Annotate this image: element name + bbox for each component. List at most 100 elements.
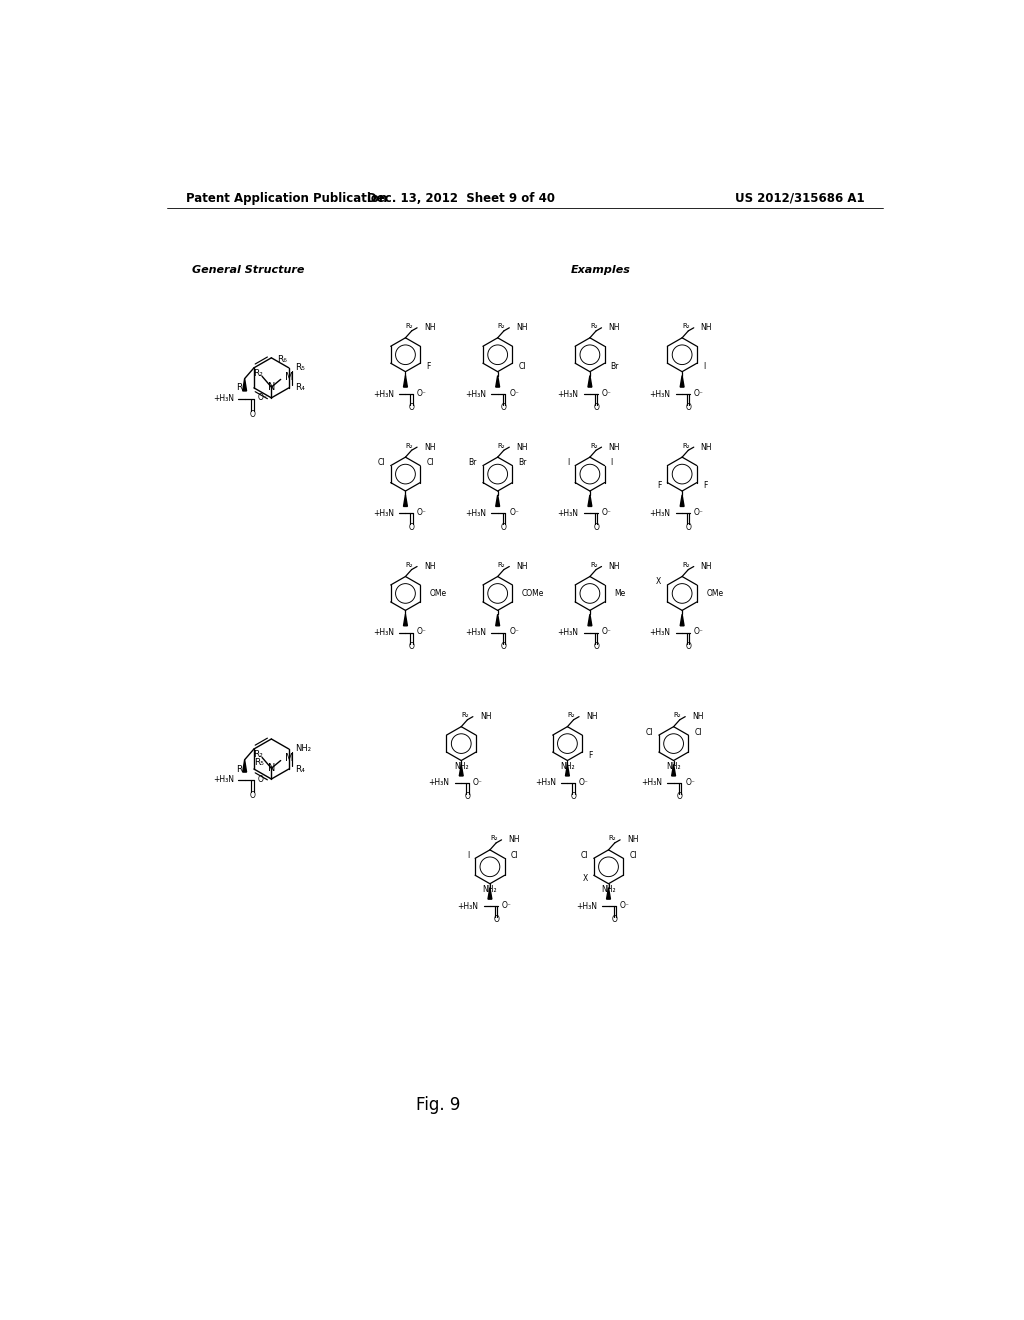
Text: R₂: R₂ [498, 562, 506, 568]
Text: NH: NH [608, 562, 620, 572]
Text: NH₂: NH₂ [454, 762, 469, 771]
Text: NH₂: NH₂ [601, 886, 615, 895]
Text: NH: NH [608, 323, 620, 333]
Text: N: N [267, 763, 275, 774]
Text: R₂: R₂ [682, 323, 690, 329]
Polygon shape [488, 887, 492, 899]
Text: +H₃N: +H₃N [373, 389, 394, 399]
Text: O⁻: O⁻ [579, 777, 589, 787]
Polygon shape [565, 764, 569, 776]
Text: O: O [501, 642, 507, 651]
Text: Dec. 13, 2012  Sheet 9 of 40: Dec. 13, 2012 Sheet 9 of 40 [368, 191, 555, 205]
Polygon shape [606, 887, 610, 899]
Text: R₅: R₅ [254, 759, 264, 767]
Text: R₂: R₂ [498, 442, 506, 449]
Text: O⁻: O⁻ [473, 777, 482, 787]
Text: R₂: R₂ [608, 836, 616, 841]
Text: +H₃N: +H₃N [213, 775, 233, 784]
Text: O: O [494, 916, 499, 924]
Text: R₅: R₅ [295, 363, 305, 372]
Text: Br: Br [610, 362, 620, 371]
Text: NH: NH [516, 562, 527, 572]
Text: R₄: R₄ [295, 383, 305, 392]
Polygon shape [496, 495, 500, 507]
Text: Examples: Examples [570, 265, 631, 275]
Text: NH: NH [509, 836, 520, 845]
Text: +H₃N: +H₃N [557, 389, 579, 399]
Text: R₂: R₂ [253, 750, 263, 759]
Text: F: F [426, 362, 431, 371]
Polygon shape [403, 376, 408, 387]
Polygon shape [588, 614, 592, 626]
Polygon shape [680, 376, 684, 387]
Text: +H₃N: +H₃N [465, 510, 486, 517]
Text: Cl: Cl [426, 458, 434, 467]
Text: NH: NH [700, 442, 713, 451]
Polygon shape [243, 379, 247, 391]
Text: COMe: COMe [521, 589, 544, 598]
Text: O⁻: O⁻ [693, 627, 703, 636]
Text: O: O [465, 792, 470, 801]
Text: O⁻: O⁻ [601, 389, 611, 397]
Text: NH: NH [480, 713, 492, 721]
Text: O⁻: O⁻ [509, 508, 519, 517]
Text: F: F [588, 751, 593, 759]
Text: O⁻: O⁻ [693, 508, 703, 517]
Text: +H₃N: +H₃N [535, 779, 556, 787]
Text: R₂: R₂ [674, 711, 681, 718]
Text: R₂: R₂ [406, 562, 413, 568]
Text: R₂: R₂ [682, 562, 690, 568]
Text: +H₃N: +H₃N [429, 779, 450, 787]
Text: +H₃N: +H₃N [458, 902, 478, 911]
Text: O: O [250, 791, 255, 800]
Polygon shape [243, 760, 247, 772]
Polygon shape [496, 614, 500, 626]
Text: Patent Application Publication: Patent Application Publication [186, 191, 387, 205]
Text: R₂: R₂ [406, 442, 413, 449]
Text: NH: NH [424, 562, 435, 572]
Text: O⁻: O⁻ [509, 389, 519, 397]
Text: F: F [657, 482, 662, 490]
Text: I: I [567, 458, 569, 467]
Text: NH: NH [608, 442, 620, 451]
Text: +H₃N: +H₃N [575, 902, 597, 911]
Text: O: O [685, 404, 691, 412]
Text: NH: NH [424, 442, 435, 451]
Text: +H₃N: +H₃N [373, 510, 394, 517]
Text: Cl: Cl [511, 851, 518, 859]
Text: O⁻: O⁻ [693, 389, 703, 397]
Polygon shape [403, 614, 408, 626]
Text: O: O [685, 642, 691, 651]
Text: I: I [702, 362, 706, 371]
Text: O⁻: O⁻ [685, 777, 695, 787]
Polygon shape [680, 614, 684, 626]
Text: O⁻: O⁻ [502, 900, 511, 909]
Text: I: I [467, 851, 469, 859]
Text: R₂: R₂ [498, 323, 506, 329]
Text: R₆: R₆ [278, 355, 288, 364]
Text: R₂: R₂ [490, 836, 498, 841]
Text: +H₃N: +H₃N [557, 628, 579, 638]
Text: +H₃N: +H₃N [649, 628, 671, 638]
Text: +H₃N: +H₃N [465, 628, 486, 638]
Text: NH₂: NH₂ [482, 886, 498, 895]
Polygon shape [403, 495, 408, 507]
Text: M: M [286, 372, 294, 381]
Text: O: O [677, 792, 683, 801]
Text: +H₃N: +H₃N [649, 510, 671, 517]
Text: O⁻: O⁻ [258, 775, 267, 784]
Text: O: O [501, 523, 507, 532]
Text: Br: Br [469, 458, 477, 467]
Text: Cl: Cl [645, 727, 652, 737]
Text: NH: NH [700, 562, 713, 572]
Text: M: M [286, 754, 294, 763]
Text: Cl: Cl [694, 727, 701, 737]
Text: O: O [593, 404, 599, 412]
Text: Cl: Cl [581, 851, 588, 859]
Text: NH: NH [586, 713, 598, 721]
Text: O: O [570, 792, 577, 801]
Text: F: F [702, 482, 708, 490]
Text: O: O [685, 523, 691, 532]
Text: O⁻: O⁻ [417, 627, 427, 636]
Text: NH: NH [516, 323, 527, 333]
